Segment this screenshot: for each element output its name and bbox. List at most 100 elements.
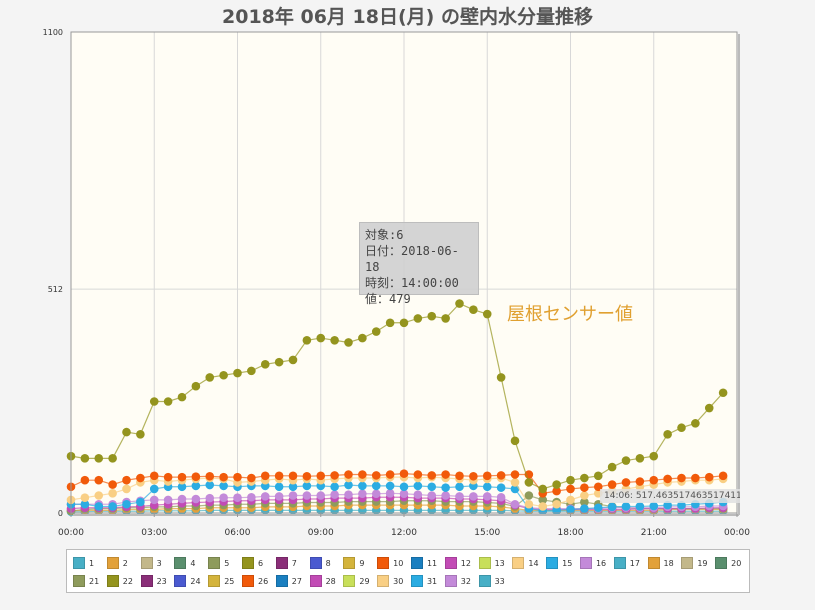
legend-item[interactable]: 31 <box>410 575 445 587</box>
legend-item[interactable]: 21 <box>73 575 107 587</box>
data-point <box>496 471 506 480</box>
data-point <box>399 318 409 328</box>
data-point <box>593 471 603 481</box>
legend-swatch <box>444 557 457 569</box>
data-point <box>122 499 131 509</box>
data-point <box>510 478 520 487</box>
data-point <box>427 311 437 321</box>
legend-item[interactable]: 14 <box>512 557 546 569</box>
data-point <box>635 477 645 486</box>
legend-label: 33 <box>494 576 505 586</box>
data-point <box>635 454 645 463</box>
data-point <box>413 470 423 479</box>
data-point <box>427 482 437 492</box>
legend-swatch <box>309 557 322 569</box>
legend-item[interactable]: 24 <box>174 575 208 587</box>
legend-item[interactable]: 27 <box>275 575 310 587</box>
x-tick-label: 15:00 <box>474 528 500 538</box>
legend-label: 13 <box>494 558 505 568</box>
x-tick-label: 18:00 <box>558 528 584 538</box>
legend-item[interactable]: 12 <box>444 557 479 569</box>
legend-item[interactable]: 10 <box>377 557 411 569</box>
legend-item[interactable]: 26 <box>241 575 276 587</box>
legend-item[interactable]: 7 <box>275 557 310 569</box>
legend-item[interactable]: 23 <box>140 575 175 587</box>
data-point <box>566 495 575 505</box>
data-point <box>552 486 561 496</box>
legend-item[interactable]: 30 <box>377 575 411 587</box>
legend-swatch <box>444 575 457 587</box>
legend-swatch <box>241 575 254 587</box>
legend-item[interactable]: 17 <box>613 557 648 569</box>
legend-item[interactable]: 32 <box>444 575 479 587</box>
legend-swatch <box>715 557 728 569</box>
data-point <box>122 427 131 437</box>
legend-item[interactable]: 8 <box>309 557 344 569</box>
hover-value-label: 14:06: 517.463517463517411100 <box>600 489 740 503</box>
data-point <box>441 470 450 479</box>
data-point <box>399 482 409 492</box>
legend-item[interactable]: 29 <box>343 575 377 587</box>
legend-item[interactable]: 11 <box>410 557 445 569</box>
data-point <box>302 481 312 491</box>
legend-item[interactable]: 4 <box>174 557 208 569</box>
legend-swatch <box>208 557 221 569</box>
data-point <box>718 471 728 481</box>
legend-item[interactable]: 1 <box>73 557 107 569</box>
data-point <box>149 484 159 494</box>
data-point <box>316 471 326 481</box>
legend-item[interactable]: 25 <box>208 575 242 587</box>
data-point <box>344 338 353 347</box>
legend-swatch <box>343 575 356 587</box>
data-point <box>441 314 450 323</box>
series-layer <box>66 299 728 516</box>
data-point <box>399 489 409 499</box>
legend-item[interactable]: 3 <box>140 557 175 569</box>
data-point <box>288 482 298 492</box>
legend-swatch <box>377 557 390 569</box>
legend-item[interactable]: 33 <box>478 575 513 587</box>
legend-item[interactable]: 9 <box>343 557 377 569</box>
legend-item[interactable]: 28 <box>309 575 344 587</box>
data-point <box>108 480 117 489</box>
data-point <box>108 454 117 463</box>
data-point <box>80 499 90 509</box>
data-point <box>149 397 159 406</box>
legend-swatch <box>343 557 356 569</box>
legend-item[interactable]: 15 <box>546 557 580 569</box>
legend-swatch <box>106 575 119 587</box>
legend-label: 26 <box>257 576 269 586</box>
data-point <box>219 472 228 482</box>
data-point <box>94 475 104 485</box>
data-point <box>358 489 367 499</box>
data-point <box>108 489 117 498</box>
legend-label: 2 <box>122 558 128 568</box>
legend-label: 16 <box>595 558 607 568</box>
legend-item[interactable]: 19 <box>681 557 715 569</box>
data-point <box>455 299 464 308</box>
data-point <box>691 419 700 428</box>
data-point <box>691 473 700 483</box>
data-point <box>413 314 423 323</box>
legend-item[interactable]: 18 <box>647 557 682 569</box>
legend-item[interactable]: 13 <box>478 557 513 569</box>
legend-label: 27 <box>291 576 302 586</box>
roof-sensor-annotation: 屋根センサー値 <box>507 304 633 325</box>
data-point <box>704 403 714 413</box>
legend-item[interactable]: 16 <box>579 557 614 569</box>
data-point <box>538 502 548 511</box>
data-point <box>385 470 395 479</box>
data-point <box>635 502 645 511</box>
legend-item[interactable]: 20 <box>715 557 749 569</box>
legend-item[interactable]: 22 <box>106 575 141 587</box>
legend-item[interactable]: 5 <box>208 557 242 569</box>
data-point <box>94 454 104 463</box>
legend-item[interactable]: 2 <box>106 557 141 569</box>
legend-item[interactable]: 6 <box>241 557 276 569</box>
data-point <box>260 471 270 481</box>
data-point <box>538 484 548 494</box>
data-point <box>371 327 381 336</box>
series-6 <box>66 299 728 494</box>
legend-swatch <box>377 575 390 587</box>
data-point <box>524 478 534 487</box>
